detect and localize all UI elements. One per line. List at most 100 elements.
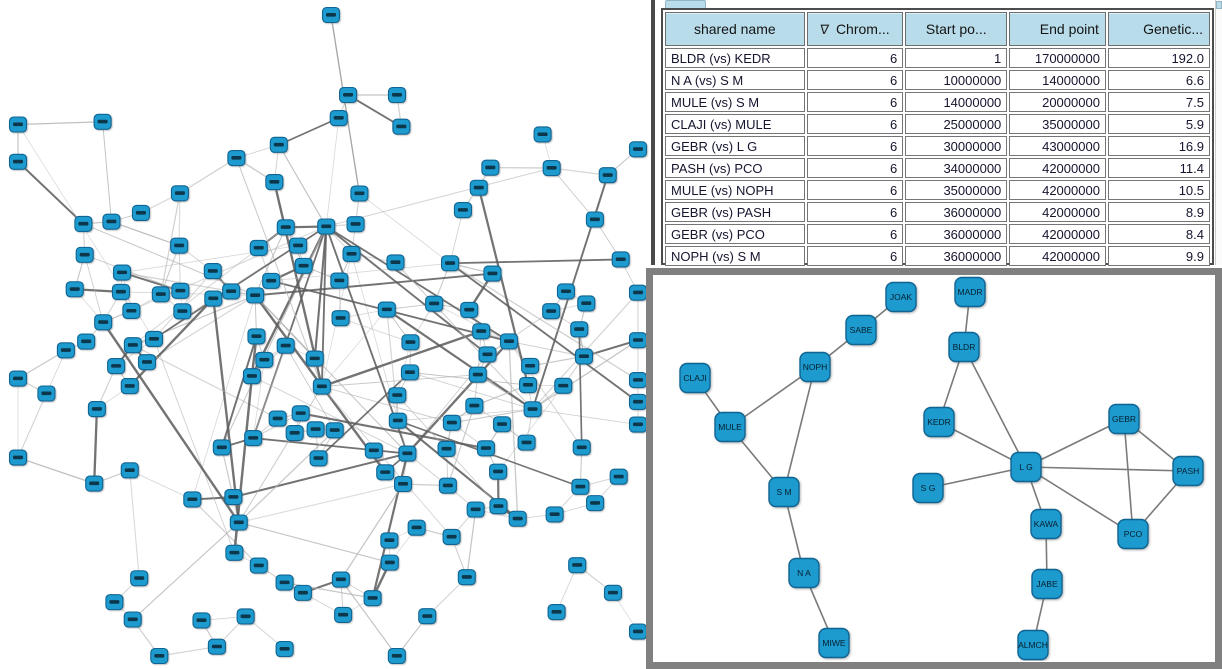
- network-node[interactable]: [212, 439, 231, 456]
- network-node[interactable]: [401, 334, 420, 351]
- network-node[interactable]: [468, 366, 487, 383]
- network-node[interactable]: [425, 295, 444, 312]
- network-node[interactable]: [325, 422, 344, 439]
- network-node[interactable]: [603, 584, 623, 601]
- network-node[interactable]: [547, 603, 566, 621]
- table-cell[interactable]: 16.9: [1107, 136, 1210, 156]
- network-node-l-g[interactable]: L G: [1010, 451, 1042, 483]
- network-node-claji[interactable]: CLAJI: [679, 362, 711, 394]
- network-node[interactable]: [489, 498, 508, 515]
- table-cell[interactable]: 6: [806, 70, 904, 90]
- network-node[interactable]: [523, 401, 542, 418]
- network-node[interactable]: [628, 141, 648, 158]
- network-edge-pash--l-g[interactable]: [1025, 466, 1189, 472]
- network-node-s-g[interactable]: S G: [912, 472, 944, 504]
- network-node[interactable]: [276, 337, 295, 354]
- network-node[interactable]: [207, 638, 226, 655]
- network-node-joak[interactable]: JOAK: [885, 281, 917, 313]
- network-node[interactable]: [56, 342, 75, 359]
- network-node[interactable]: [542, 159, 561, 177]
- column-header-shared-name[interactable]: shared name: [665, 12, 805, 46]
- network-node[interactable]: [469, 179, 488, 196]
- network-node[interactable]: [481, 159, 500, 176]
- table-cell[interactable]: GEBR (vs) PCO: [665, 224, 805, 244]
- network-node[interactable]: [8, 449, 28, 466]
- network-node[interactable]: [247, 328, 266, 345]
- network-node[interactable]: [572, 439, 591, 456]
- table-cell[interactable]: 20000000: [1009, 92, 1106, 112]
- table-scrollbar-thumb[interactable]: [1216, 1, 1222, 9]
- filter-icon[interactable]: ∇: [819, 21, 830, 37]
- network-node[interactable]: [123, 611, 142, 628]
- network-node[interactable]: [203, 263, 222, 280]
- network-node[interactable]: [249, 239, 268, 257]
- network-node[interactable]: [460, 301, 479, 318]
- table-cell[interactable]: 14000000: [905, 92, 1008, 112]
- network-node[interactable]: [317, 218, 336, 235]
- table-cell[interactable]: BLDR (vs) KEDR: [665, 48, 805, 68]
- network-node[interactable]: [112, 264, 132, 281]
- network-node[interactable]: [542, 303, 561, 320]
- network-node[interactable]: [364, 442, 383, 459]
- table-cell[interactable]: 6: [806, 180, 904, 200]
- network-node[interactable]: [517, 434, 536, 451]
- network-node[interactable]: [291, 405, 310, 422]
- network-node-noph[interactable]: NOPH: [799, 351, 831, 383]
- table-cell[interactable]: GEBR (vs) PASH: [665, 202, 805, 222]
- network-node[interactable]: [309, 450, 328, 467]
- network-node[interactable]: [570, 321, 589, 338]
- table-cell[interactable]: MULE (vs) S M: [665, 92, 805, 112]
- table-cell[interactable]: 42000000: [1009, 246, 1106, 266]
- network-node[interactable]: [229, 514, 248, 531]
- table-cell[interactable]: 43000000: [1009, 136, 1106, 156]
- network-node-n-a[interactable]: N A: [788, 557, 820, 589]
- network-node[interactable]: [246, 287, 265, 304]
- network-node-bldr[interactable]: BLDR: [948, 331, 980, 363]
- table-cell[interactable]: 1: [905, 48, 1008, 68]
- table-row[interactable]: BLDR (vs) KEDR 6 1 170000000 192.0: [665, 48, 1210, 68]
- table-cell[interactable]: 10000000: [905, 70, 1008, 90]
- network-node[interactable]: [293, 584, 312, 601]
- table-row[interactable]: MULE (vs) S M 6 14000000 20000000 7.5: [665, 92, 1210, 112]
- table-cell[interactable]: 8.4: [1107, 224, 1210, 244]
- network-node[interactable]: [8, 116, 28, 133]
- network-node[interactable]: [577, 295, 596, 312]
- table-cell[interactable]: 36000000: [905, 224, 1008, 244]
- network-node[interactable]: [472, 323, 491, 340]
- network-node[interactable]: [376, 464, 395, 481]
- network-node[interactable]: [628, 393, 648, 410]
- network-node[interactable]: [466, 501, 485, 518]
- network-node[interactable]: [275, 574, 294, 591]
- column-header-start-position[interactable]: Start po...: [905, 12, 1008, 46]
- network-node[interactable]: [350, 185, 369, 202]
- network-node[interactable]: [120, 378, 139, 395]
- network-edge-gebr--pco[interactable]: [1123, 418, 1134, 535]
- table-cell[interactable]: CLAJI (vs) MULE: [665, 114, 805, 134]
- column-header-genetic-distance[interactable]: Genetic...: [1107, 12, 1210, 46]
- network-node-madr[interactable]: MADR: [954, 276, 986, 308]
- table-cell[interactable]: 11.4: [1107, 158, 1210, 178]
- network-node[interactable]: [151, 286, 170, 303]
- network-node[interactable]: [392, 118, 411, 135]
- network-node[interactable]: [521, 357, 540, 374]
- network-node-pco[interactable]: PCO: [1117, 518, 1149, 550]
- network-node[interactable]: [508, 510, 527, 527]
- network-node[interactable]: [380, 554, 399, 571]
- column-header-end-point[interactable]: End point: [1009, 12, 1106, 46]
- network-node[interactable]: [85, 475, 104, 492]
- table-cell[interactable]: 36000000: [905, 202, 1008, 222]
- network-node[interactable]: [123, 337, 142, 354]
- network-node[interactable]: [244, 430, 263, 447]
- network-node[interactable]: [574, 348, 594, 365]
- network-node[interactable]: [171, 282, 190, 299]
- table-row[interactable]: PASH (vs) PCO 6 34000000 42000000 11.4: [665, 158, 1210, 178]
- network-node-sabe[interactable]: SABE: [845, 314, 877, 346]
- network-node[interactable]: [457, 569, 476, 586]
- network-node[interactable]: [478, 346, 497, 363]
- table-cell[interactable]: 25000000: [905, 114, 1008, 134]
- table-cell[interactable]: 34000000: [905, 158, 1008, 178]
- network-edge-s-g--l-g[interactable]: [927, 466, 1027, 489]
- network-node[interactable]: [77, 333, 96, 350]
- network-node[interactable]: [533, 126, 552, 143]
- network-node[interactable]: [306, 421, 325, 438]
